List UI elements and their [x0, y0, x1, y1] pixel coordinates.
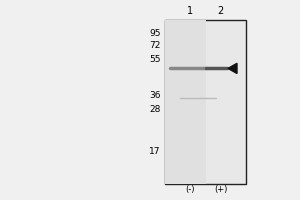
Text: 17: 17 — [149, 146, 160, 156]
Text: (-): (-) — [186, 185, 195, 194]
Bar — [165, 20, 206, 184]
Bar — [165, 20, 246, 184]
Text: 28: 28 — [149, 104, 160, 114]
Text: 36: 36 — [149, 92, 160, 100]
Text: (+): (+) — [214, 185, 227, 194]
Polygon shape — [228, 63, 237, 73]
Text: 55: 55 — [149, 55, 160, 64]
Text: 95: 95 — [149, 28, 160, 38]
Text: 2: 2 — [218, 6, 224, 16]
Text: 1: 1 — [188, 6, 194, 16]
Text: 72: 72 — [149, 40, 160, 49]
